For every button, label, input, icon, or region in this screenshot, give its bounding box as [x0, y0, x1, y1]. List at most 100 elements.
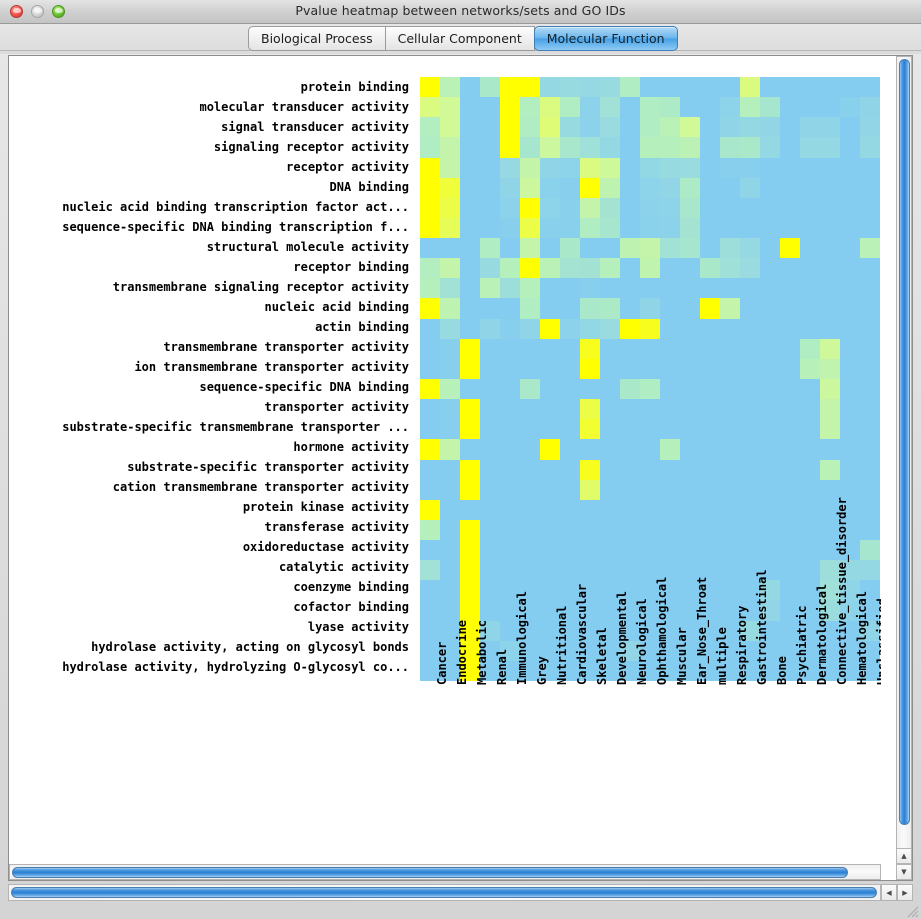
- heatmap-cell[interactable]: [500, 298, 520, 319]
- heatmap-cell[interactable]: [700, 459, 720, 480]
- heatmap-cell[interactable]: [780, 640, 800, 661]
- heatmap-cell[interactable]: [580, 660, 600, 681]
- heatmap-cell[interactable]: [820, 318, 840, 339]
- heatmap-cell[interactable]: [480, 97, 500, 118]
- heatmap-cell[interactable]: [440, 338, 460, 359]
- heatmap-cell[interactable]: [720, 217, 740, 239]
- heatmap-cell[interactable]: [760, 660, 780, 681]
- heatmap-cell[interactable]: [640, 499, 660, 520]
- heatmap-cell[interactable]: [500, 600, 520, 621]
- heatmap-cell[interactable]: [420, 117, 440, 138]
- heatmap-cell[interactable]: [600, 560, 620, 581]
- heatmap-cell[interactable]: [460, 439, 480, 460]
- heatmap-cell[interactable]: [460, 378, 480, 400]
- heatmap-cell[interactable]: [740, 238, 760, 259]
- heatmap-cell[interactable]: [700, 419, 720, 440]
- heatmap-cell[interactable]: [580, 298, 600, 319]
- heatmap-cell[interactable]: [520, 318, 540, 339]
- heatmap-cell[interactable]: [540, 278, 560, 299]
- heatmap-cell[interactable]: [840, 238, 860, 259]
- heatmap-cell[interactable]: [720, 540, 740, 561]
- heatmap-cell[interactable]: [640, 620, 660, 641]
- heatmap-cell[interactable]: [560, 519, 580, 541]
- heatmap-cell[interactable]: [620, 117, 640, 138]
- heatmap-cell[interactable]: [760, 137, 780, 158]
- heatmap-cell[interactable]: [700, 117, 720, 138]
- heatmap-cell[interactable]: [820, 97, 840, 118]
- heatmap-cell[interactable]: [680, 660, 700, 681]
- heatmap-cell[interactable]: [780, 378, 800, 400]
- heatmap-cell[interactable]: [440, 217, 460, 239]
- heatmap-cell[interactable]: [800, 640, 820, 661]
- heatmap-cell[interactable]: [840, 278, 860, 299]
- heatmap-cell[interactable]: [520, 77, 540, 98]
- heatmap-cell[interactable]: [560, 97, 580, 118]
- heatmap-cell[interactable]: [420, 378, 440, 400]
- heatmap-cell[interactable]: [660, 157, 680, 178]
- heatmap-cell[interactable]: [780, 137, 800, 158]
- heatmap-cell[interactable]: [840, 157, 860, 178]
- heatmap-cell[interactable]: [620, 258, 640, 279]
- heatmap-cell[interactable]: [760, 399, 780, 420]
- heatmap-cell[interactable]: [740, 640, 760, 661]
- heatmap-cell[interactable]: [620, 318, 640, 339]
- scroll-down-arrow-icon[interactable]: ▼: [896, 864, 912, 880]
- heatmap-cell[interactable]: [700, 318, 720, 339]
- heatmap-cell[interactable]: [720, 499, 740, 520]
- heatmap-cell[interactable]: [460, 640, 480, 661]
- heatmap-cell[interactable]: [660, 97, 680, 118]
- heatmap-cell[interactable]: [680, 600, 700, 621]
- heatmap-cell[interactable]: [700, 640, 720, 661]
- heatmap-cell[interactable]: [540, 217, 560, 239]
- heatmap-cell[interactable]: [440, 238, 460, 259]
- heatmap-cell[interactable]: [760, 620, 780, 641]
- heatmap-cell[interactable]: [600, 197, 620, 218]
- heatmap-cell[interactable]: [860, 378, 880, 400]
- heatmap-cell[interactable]: [460, 499, 480, 520]
- heatmap-cell[interactable]: [600, 540, 620, 561]
- heatmap-cell[interactable]: [680, 157, 700, 178]
- heatmap-cell[interactable]: [680, 378, 700, 400]
- heatmap-cell[interactable]: [720, 519, 740, 541]
- heatmap-cell[interactable]: [640, 318, 660, 339]
- heatmap-cell[interactable]: [680, 399, 700, 420]
- heatmap-cell[interactable]: [580, 439, 600, 460]
- scroll-right-arrow-icon[interactable]: ▶: [897, 884, 913, 901]
- heatmap-cell[interactable]: [440, 419, 460, 440]
- heatmap-cell[interactable]: [540, 459, 560, 480]
- heatmap-cell[interactable]: [740, 97, 760, 118]
- heatmap-cell[interactable]: [540, 318, 560, 339]
- heatmap-cell[interactable]: [520, 338, 540, 359]
- heatmap-cell[interactable]: [760, 640, 780, 661]
- heatmap-cell[interactable]: [640, 117, 660, 138]
- heatmap-cell[interactable]: [640, 399, 660, 420]
- heatmap-cell[interactable]: [440, 620, 460, 641]
- heatmap-cell[interactable]: [760, 318, 780, 339]
- heatmap-cell[interactable]: [580, 479, 600, 500]
- heatmap-cell[interactable]: [480, 499, 500, 520]
- heatmap-cell[interactable]: [780, 620, 800, 641]
- heatmap-cell[interactable]: [440, 157, 460, 178]
- heatmap-cell[interactable]: [760, 519, 780, 541]
- heatmap-cell[interactable]: [540, 439, 560, 460]
- heatmap-cell[interactable]: [700, 600, 720, 621]
- heatmap-cell[interactable]: [500, 399, 520, 420]
- heatmap-cell[interactable]: [580, 177, 600, 198]
- heatmap-cell[interactable]: [460, 540, 480, 561]
- heatmap-cell[interactable]: [520, 580, 540, 601]
- heatmap-cell[interactable]: [560, 77, 580, 98]
- heatmap-cell[interactable]: [700, 137, 720, 158]
- heatmap-cell[interactable]: [700, 620, 720, 641]
- heatmap-cell[interactable]: [720, 378, 740, 400]
- heatmap-cell[interactable]: [460, 479, 480, 500]
- heatmap-cell[interactable]: [600, 600, 620, 621]
- heatmap-cell[interactable]: [820, 459, 840, 480]
- heatmap-cell[interactable]: [740, 540, 760, 561]
- heatmap-cell[interactable]: [640, 580, 660, 601]
- heatmap-cell[interactable]: [680, 479, 700, 500]
- heatmap-cell[interactable]: [720, 620, 740, 641]
- heatmap-cell[interactable]: [440, 378, 460, 400]
- heatmap-cell[interactable]: [700, 499, 720, 520]
- heatmap-cell[interactable]: [800, 338, 820, 359]
- heatmap-cell[interactable]: [720, 177, 740, 198]
